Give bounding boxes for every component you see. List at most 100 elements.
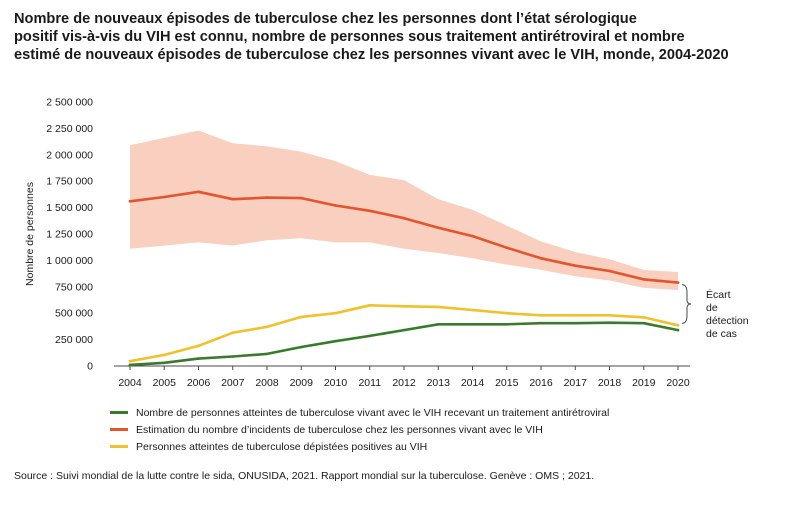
y-tick-label: 2 000 000 <box>46 149 93 161</box>
x-tick-label: 2008 <box>255 377 279 389</box>
data-point <box>642 321 646 325</box>
data-point <box>608 314 611 317</box>
data-point <box>539 314 543 317</box>
gap-annotation-line: détection <box>706 315 749 327</box>
x-tick-label: 2016 <box>529 377 553 389</box>
data-point <box>128 359 132 363</box>
confidence-band-layer <box>130 130 678 290</box>
x-tick-label: 2013 <box>427 377 451 389</box>
data-point <box>436 305 440 309</box>
data-point <box>197 190 200 194</box>
data-point <box>368 303 372 307</box>
data-point <box>402 305 406 308</box>
gap-annotation-line: de cas <box>706 328 737 340</box>
legend-item-art: Nombre de personnes atteintes de tubercu… <box>110 404 609 421</box>
legend: Nombre de personnes atteintes de tubercu… <box>110 404 609 455</box>
data-point <box>265 325 269 329</box>
data-point <box>197 357 200 360</box>
y-tick-label: 750 000 <box>55 281 93 293</box>
data-point <box>676 281 680 284</box>
data-point <box>471 234 474 238</box>
x-tick-label: 2004 <box>118 377 142 389</box>
legend-item-estimated: Estimation du nombre d’incidents de tube… <box>110 421 609 438</box>
data-point <box>197 344 200 348</box>
data-point <box>573 264 577 267</box>
x-tick-label: 2010 <box>324 377 348 389</box>
data-point <box>608 269 611 273</box>
y-tick-label: 1 000 000 <box>46 255 93 267</box>
data-point <box>334 311 337 315</box>
chart-title-line-1: Nombre de nouveaux épisodes de tuberculo… <box>14 11 637 27</box>
data-point <box>676 328 680 332</box>
y-tick-label: 500 000 <box>55 308 93 320</box>
legend-item-notified: Personnes atteintes de tuberculose dépis… <box>110 438 609 455</box>
data-point <box>676 324 680 327</box>
y-tick-label: 2 250 000 <box>46 123 93 135</box>
data-point <box>162 353 166 357</box>
data-point <box>128 363 132 367</box>
legend-swatch-red <box>110 428 128 431</box>
data-point <box>539 256 543 260</box>
data-point <box>436 322 440 326</box>
x-tick-label: 2017 <box>564 377 588 389</box>
x-tick-label: 2007 <box>221 377 245 389</box>
line-chart: 0 250 000 500 000 750 000 1 000 000 1 250 000… <box>24 97 749 390</box>
x-tick-label: 2018 <box>598 377 622 389</box>
y-tick-label: 1 250 000 <box>46 229 93 241</box>
x-tick-label: 2011 <box>358 377 381 389</box>
data-point <box>334 339 337 343</box>
data-point <box>608 321 611 325</box>
legend-label-art: Nombre de personnes atteintes de tubercu… <box>136 406 610 419</box>
legend-swatch-yellow <box>110 445 128 448</box>
data-point <box>368 209 372 213</box>
data-point <box>505 311 509 315</box>
legend-label-estimated: Estimation du nombre d’incidents de tube… <box>136 423 543 436</box>
chart-title-line-2: positif vis-à-vis du VIH est connu, nomb… <box>14 29 685 45</box>
y-tick-label: 1 750 000 <box>46 176 93 188</box>
data-point <box>128 199 132 203</box>
data-point <box>368 334 372 338</box>
data-point <box>162 195 166 199</box>
data-point <box>505 246 509 250</box>
data-point <box>402 216 406 220</box>
source-note: Source : Suivi mondial de la lutte contr… <box>14 470 595 482</box>
data-point <box>162 361 166 365</box>
data-point <box>231 331 235 335</box>
data-point <box>299 345 303 349</box>
y-tick-label: 250 000 <box>55 334 93 346</box>
data-point <box>265 196 269 199</box>
data-point <box>471 322 474 326</box>
y-tick-label: 2 500 000 <box>46 97 93 109</box>
uncertainty-band <box>130 130 678 290</box>
axes: 0 250 000 500 000 750 000 1 000 000 1 250 000… <box>24 97 690 389</box>
series-line-2 <box>128 303 680 363</box>
y-tick-label: 0 <box>87 361 93 373</box>
legend-label-notified: Personnes atteintes de tuberculose dépis… <box>136 440 428 453</box>
data-point <box>231 197 235 201</box>
data-point <box>265 352 269 356</box>
data-point <box>299 315 303 319</box>
chart-title-line-3: estimé de nouveaux épisodes de tuberculo… <box>14 47 729 63</box>
gap-annotation-line: Écart <box>706 288 731 301</box>
data-point <box>573 321 577 325</box>
data-point <box>299 196 303 200</box>
x-tick-label: 2014 <box>461 377 485 389</box>
data-point <box>436 226 440 229</box>
gap-brace <box>681 284 692 324</box>
data-point <box>642 278 646 281</box>
y-axis-label: Nombre de personnes <box>24 182 36 286</box>
chart-title: Nombre de nouveaux épisodes de tuberculo… <box>14 10 794 64</box>
data-point <box>539 321 543 325</box>
y-tick-label: 1 500 000 <box>46 202 93 214</box>
data-point <box>642 316 646 319</box>
legend-swatch-green <box>110 411 128 414</box>
x-tick-label: 2006 <box>187 377 211 389</box>
data-point <box>402 328 406 332</box>
series-lines <box>128 190 680 367</box>
x-tick-label: 2009 <box>290 377 314 389</box>
data-point <box>573 314 577 317</box>
x-tick-label: 2005 <box>153 377 177 389</box>
x-tick-label: 2019 <box>632 377 656 389</box>
data-point <box>471 308 474 312</box>
